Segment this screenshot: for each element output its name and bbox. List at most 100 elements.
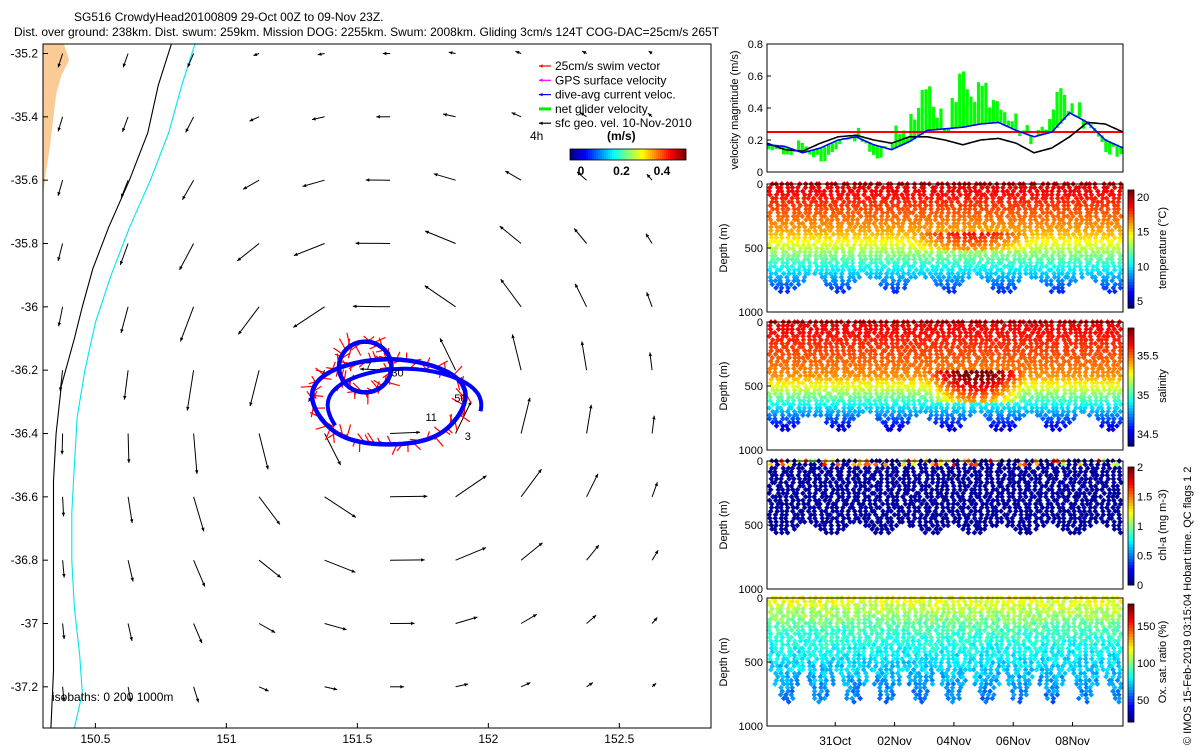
colorbar-cell [1128, 410, 1134, 415]
temperature-sample [855, 209, 862, 216]
temperature-sample [979, 206, 985, 212]
velocity-bar [965, 89, 969, 127]
temperature-sample [839, 231, 845, 238]
temperature-sample [796, 224, 802, 230]
offset-loop-track [325, 366, 484, 427]
colorbar-cell [642, 149, 645, 160]
vector-head [538, 542, 543, 547]
temperature-sample [795, 231, 802, 238]
velocity-bar [1063, 94, 1067, 120]
temperature-sample [849, 256, 856, 263]
colorbar-cell [606, 149, 609, 160]
temperature-sample [888, 238, 895, 245]
temperature-sample [926, 259, 933, 266]
temperature-sample [962, 188, 969, 195]
colorbar-cell [652, 149, 655, 160]
temperature-sample [789, 256, 795, 263]
temperature-sample [769, 281, 776, 288]
vector-head [416, 430, 421, 435]
temperature-sample [933, 238, 940, 245]
temperature-sample [933, 270, 939, 277]
legend-note: 4h [530, 129, 543, 143]
temperature-sample [810, 184, 817, 191]
salinity-tick-label: 0 [757, 317, 763, 329]
temperature-sample [805, 270, 812, 277]
velocity-bar [969, 96, 973, 126]
temperature-sample [904, 188, 911, 195]
temperature-sample [945, 206, 952, 212]
temperature-sample [815, 238, 822, 245]
temperature-sample [966, 213, 973, 220]
temperature-sample [937, 270, 944, 277]
velocity-tick-label: 0.2 [748, 135, 763, 147]
colorbar-tick-label: 10 [1137, 261, 1149, 273]
temperature-sample [795, 277, 801, 284]
vector-shaft [520, 542, 543, 561]
vector-head [58, 387, 63, 392]
vector-head [317, 52, 322, 56]
vector-head [187, 63, 191, 68]
temperature-sample [791, 285, 798, 291]
temperature-sample [824, 216, 831, 223]
temperature-sample [780, 270, 787, 277]
temperature-sample [901, 285, 908, 291]
temperature-sample [774, 224, 780, 230]
temperature-sample [944, 213, 951, 220]
temperature-sample [811, 213, 818, 220]
temperature-sample [904, 277, 911, 284]
temperature-sample [911, 202, 918, 209]
colorbar-tick-label: 5 [1137, 296, 1143, 308]
temperature-sample [946, 184, 953, 191]
temperature-sample [790, 242, 797, 248]
temperature-sample [772, 231, 779, 238]
temperature-sample [928, 220, 934, 227]
temperature-sample [784, 256, 791, 263]
colorbar-cell [1128, 302, 1134, 306]
vector-shaft [186, 370, 195, 411]
y-tick-label: -36 [21, 300, 39, 314]
vector-head [654, 550, 659, 555]
colorbar-cell [676, 149, 679, 160]
vector-shaft [293, 306, 325, 328]
temperature-sample [920, 184, 927, 191]
colorbar-cell [662, 149, 665, 160]
vector-shaft [179, 243, 195, 271]
chart-title: SG516 CrowdyHead20100809 29-Oct 00Z to 0… [74, 10, 384, 24]
temperature-sample [862, 206, 869, 212]
temperature-sample [860, 259, 866, 266]
temperature-sample [868, 249, 874, 255]
colorbar-cell [1128, 231, 1134, 235]
track-label: 3 [465, 431, 471, 443]
temperature-sample [795, 199, 801, 205]
velocity-bar [1108, 141, 1112, 155]
temperature-sample [779, 202, 786, 209]
temperature-sample [794, 238, 801, 245]
temperature-sample [850, 209, 856, 216]
temperature-sample [907, 220, 914, 227]
temperature-sample [777, 288, 784, 295]
temperature-sample [841, 213, 847, 220]
temperature-sample [827, 242, 833, 248]
temperature-sample [882, 263, 888, 270]
temperature-sample [800, 242, 807, 248]
colorbar-cell [630, 149, 633, 160]
temperature-sample [935, 224, 941, 230]
vector-head [61, 697, 66, 702]
velocity-tick-label: 0.6 [748, 71, 763, 83]
temperature-sample [950, 263, 956, 270]
temperature-sample [940, 191, 946, 198]
vector-shaft [390, 431, 421, 434]
temperature-sample [850, 270, 857, 277]
temperature-sample [830, 245, 837, 252]
temperature-sample [920, 245, 927, 252]
temperature-sample [819, 263, 826, 270]
velocity-bar [1100, 135, 1104, 142]
temperature-sample [867, 199, 874, 205]
vector-head [527, 397, 531, 402]
vector-shaft [119, 243, 129, 266]
temperature-sample [971, 202, 978, 209]
temperature-sample [794, 188, 801, 195]
temperature-sample [952, 234, 958, 241]
vector-head [654, 482, 658, 487]
map-colorbar [570, 149, 687, 160]
